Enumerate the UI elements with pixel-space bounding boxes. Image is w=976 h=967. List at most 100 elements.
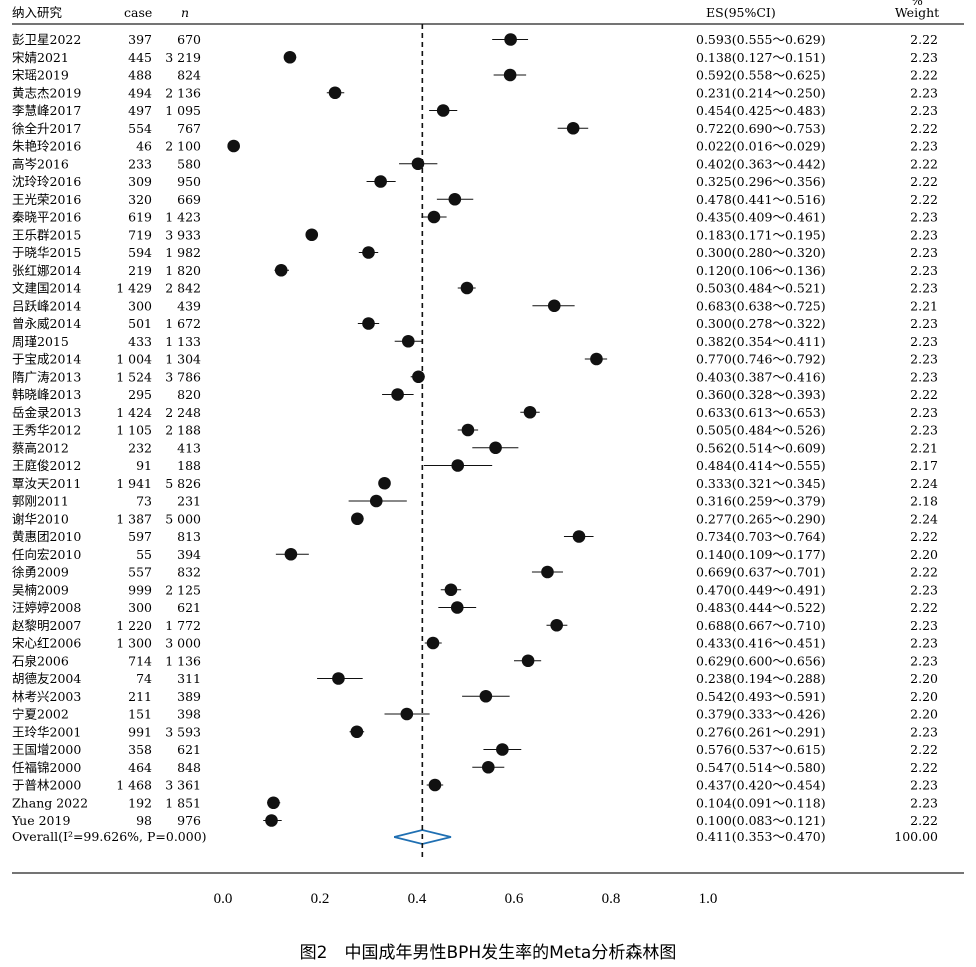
study-n: 439 <box>177 298 201 313</box>
study-row: 林考兴2003 211 389 0.542(0.493～0.591) 2.20 <box>12 689 938 704</box>
study-case: 300 <box>128 298 152 313</box>
study-case: 309 <box>128 174 152 189</box>
study-n: 2 188 <box>165 423 201 438</box>
study-weight: 2.23 <box>910 245 938 260</box>
study-case: 597 <box>128 529 152 544</box>
study-weight: 2.22 <box>910 174 938 189</box>
effect-marker <box>374 175 387 188</box>
study-weight: 2.20 <box>910 547 938 562</box>
effect-marker <box>362 317 375 330</box>
effect-marker <box>550 618 563 632</box>
study-case: 192 <box>128 795 152 810</box>
study-weight: 2.22 <box>910 565 938 580</box>
study-name: 秦晓平2016 <box>12 210 81 225</box>
study-case: 232 <box>128 440 152 455</box>
study-name: 王国增2000 <box>12 742 81 757</box>
study-row: 王庭俊2012 91 188 0.484(0.414～0.555) 2.17 <box>12 458 938 473</box>
study-weight: 2.22 <box>910 529 938 544</box>
study-name: Yue 2019 <box>11 813 70 828</box>
study-weight: 2.23 <box>910 263 938 278</box>
study-case: 464 <box>128 760 152 775</box>
study-row: 隋广涛2013 1 524 3 786 0.403(0.387～0.416) 2.23 <box>12 369 938 384</box>
study-rows: 彭卫星2022 397 670 0.593(0.555～0.629) 2.22 宋婧202… <box>11 32 938 828</box>
x-tick-label: 0.2 <box>311 891 330 907</box>
study-row: Zhang 2022 192 1 851 0.104(0.091～0.118) 2.23 <box>12 795 938 810</box>
study-row: 文建国2014 1 429 2 842 0.503(0.484～0.521) 2.23 <box>12 281 938 296</box>
study-es-text: 0.325(0.296～0.356) <box>696 174 826 189</box>
study-n: 670 <box>177 32 201 47</box>
study-row: 宋心红2006 1 300 3 000 0.433(0.416～0.451) 2.23 <box>12 636 938 651</box>
study-name: 吴楠2009 <box>12 582 69 597</box>
study-es-text: 0.470(0.449～0.491) <box>696 582 826 597</box>
study-weight: 2.17 <box>910 458 938 473</box>
effect-marker <box>521 654 535 668</box>
study-case: 233 <box>128 156 152 171</box>
study-n: 2 136 <box>165 85 201 100</box>
study-es-text: 0.505(0.484～0.526) <box>696 423 826 438</box>
study-es-text: 0.022(0.016～0.029) <box>696 139 826 154</box>
study-es-text: 0.402(0.363～0.442) <box>696 156 826 171</box>
study-n: 1 672 <box>165 316 201 331</box>
study-n: 1 136 <box>165 653 201 668</box>
study-es-text: 0.140(0.109～0.177) <box>696 547 826 562</box>
effect-marker <box>283 50 297 64</box>
study-weight: 2.20 <box>910 671 938 686</box>
study-es-text: 0.231(0.214～0.250) <box>696 85 826 100</box>
study-n: 950 <box>177 174 201 189</box>
study-case: 594 <box>128 245 152 260</box>
study-n: 976 <box>177 813 201 828</box>
study-case: 98 <box>136 813 152 828</box>
study-name: Zhang 2022 <box>12 795 88 810</box>
study-row: 秦晓平2016 619 1 423 0.435(0.409～0.461) 2.23 <box>12 210 938 225</box>
study-es-text: 0.276(0.261～0.291) <box>696 724 826 739</box>
effect-marker <box>305 228 319 242</box>
study-row: 彭卫星2022 397 670 0.593(0.555～0.629) 2.22 <box>12 32 938 47</box>
study-weight: 2.23 <box>910 85 938 100</box>
study-n: 311 <box>177 671 201 686</box>
study-weight: 2.23 <box>910 582 938 597</box>
study-es-text: 0.104(0.091～0.118) <box>696 795 826 810</box>
study-n: 413 <box>177 440 201 455</box>
study-weight: 2.23 <box>910 618 938 633</box>
study-name: 沈玲玲2016 <box>12 174 81 189</box>
study-weight: 2.23 <box>910 334 938 349</box>
study-n: 2 842 <box>165 281 201 296</box>
study-n: 580 <box>177 156 201 171</box>
study-es-text: 0.503(0.484～0.521) <box>696 281 826 296</box>
study-es-text: 0.629(0.600～0.656) <box>696 653 826 668</box>
study-weight: 2.22 <box>910 760 938 775</box>
study-n: 813 <box>177 529 201 544</box>
study-row: 赵黎明2007 1 220 1 772 0.688(0.667～0.710) 2.23 <box>12 618 938 633</box>
study-case: 991 <box>128 724 152 739</box>
study-case: 211 <box>128 689 152 704</box>
study-row: 吴楠2009 999 2 125 0.470(0.449～0.491) 2.23 <box>12 582 938 597</box>
study-es-text: 0.437(0.420～0.454) <box>696 778 826 793</box>
study-row: Yue 2019 98 976 0.100(0.083～0.121) 2.22 <box>11 813 938 828</box>
study-row: 徐全升2017 554 767 0.722(0.690～0.753) 2.22 <box>12 121 938 136</box>
study-row: 徐勇2009 557 832 0.669(0.637～0.701) 2.22 <box>12 565 938 580</box>
study-n: 1 423 <box>165 210 201 225</box>
study-case: 1 524 <box>116 369 152 384</box>
study-es-text: 0.277(0.265～0.290) <box>696 511 826 526</box>
study-case: 55 <box>136 547 152 562</box>
study-weight: 2.22 <box>910 742 938 757</box>
study-weight: 2.22 <box>910 121 938 136</box>
study-case: 1 941 <box>116 476 152 491</box>
effect-marker <box>489 441 502 455</box>
header-study: 纳入研究 <box>12 5 63 20</box>
study-row: 宋瑶2019 488 824 0.592(0.558～0.625) 2.22 <box>12 68 938 83</box>
study-row: 岳金录2013 1 424 2 248 0.633(0.613～0.653) 2.23 <box>12 405 938 420</box>
study-weight: 2.23 <box>910 281 938 296</box>
study-weight: 2.22 <box>910 32 938 47</box>
study-case: 397 <box>128 32 152 47</box>
study-name: 任福锦2000 <box>12 760 81 775</box>
x-tick-label: 0.6 <box>505 891 524 907</box>
study-n: 2 248 <box>165 405 201 420</box>
study-es-text: 0.592(0.558～0.625) <box>696 68 826 83</box>
effect-marker <box>572 530 586 543</box>
study-n: 1 304 <box>165 352 201 367</box>
study-es-text: 0.183(0.171～0.195) <box>696 227 826 242</box>
effect-marker <box>448 192 462 206</box>
effect-marker <box>267 796 280 810</box>
study-row: 黄志杰2019 494 2 136 0.231(0.214～0.250) 2.23 <box>12 85 938 100</box>
